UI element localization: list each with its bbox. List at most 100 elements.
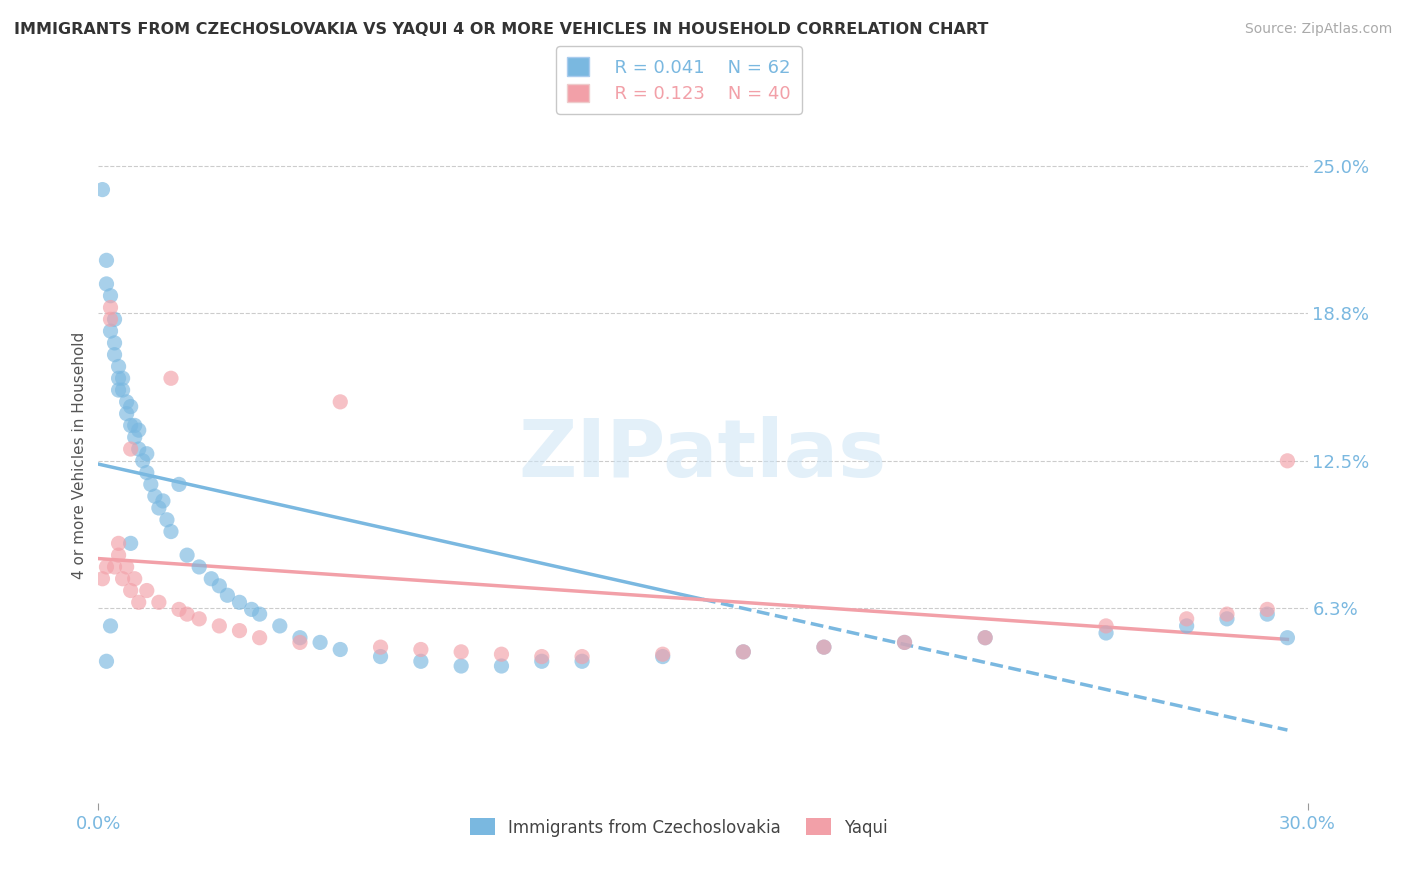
Point <box>176 607 198 621</box>
Point <box>103 560 125 574</box>
Point <box>100 289 122 303</box>
Point <box>107 548 129 562</box>
Point <box>228 624 250 638</box>
Point <box>124 418 146 433</box>
Point <box>135 466 157 480</box>
Point <box>974 631 997 645</box>
Point <box>813 640 835 654</box>
Point <box>120 583 142 598</box>
Point <box>91 183 114 197</box>
Point <box>530 654 553 668</box>
Point <box>176 548 198 562</box>
Point <box>107 359 129 374</box>
Point <box>111 383 134 397</box>
Point <box>107 383 129 397</box>
Point <box>115 560 138 574</box>
Point <box>124 572 146 586</box>
Point <box>124 430 146 444</box>
Text: Source: ZipAtlas.com: Source: ZipAtlas.com <box>1244 22 1392 37</box>
Point <box>152 494 174 508</box>
Point <box>139 477 162 491</box>
Point <box>96 654 118 668</box>
Point <box>530 649 553 664</box>
Point <box>733 645 755 659</box>
Point <box>309 635 332 649</box>
Point <box>288 631 311 645</box>
Point <box>571 654 593 668</box>
Point <box>651 647 673 661</box>
Point <box>974 631 997 645</box>
Point <box>1256 602 1278 616</box>
Point <box>103 312 125 326</box>
Point <box>120 400 142 414</box>
Point <box>103 348 125 362</box>
Point <box>1095 619 1118 633</box>
Point <box>228 595 250 609</box>
Point <box>491 659 513 673</box>
Point <box>100 301 122 315</box>
Point <box>288 635 311 649</box>
Point <box>135 583 157 598</box>
Point <box>100 619 122 633</box>
Point <box>240 602 263 616</box>
Point <box>893 635 915 649</box>
Point <box>200 572 222 586</box>
Point <box>91 572 114 586</box>
Point <box>107 371 129 385</box>
Point <box>132 454 155 468</box>
Point <box>148 500 170 515</box>
Point <box>115 395 138 409</box>
Point <box>450 659 472 673</box>
Point <box>128 442 150 456</box>
Point <box>1256 607 1278 621</box>
Point <box>409 642 432 657</box>
Point <box>96 560 118 574</box>
Point <box>450 645 472 659</box>
Point <box>188 560 211 574</box>
Point <box>208 579 231 593</box>
Point <box>188 612 211 626</box>
Point <box>100 312 122 326</box>
Point <box>651 649 673 664</box>
Point <box>128 595 150 609</box>
Point <box>120 536 142 550</box>
Point <box>128 423 150 437</box>
Point <box>167 477 190 491</box>
Point <box>329 642 352 657</box>
Point <box>269 619 291 633</box>
Point <box>370 640 392 654</box>
Point <box>733 645 755 659</box>
Point <box>1175 612 1198 626</box>
Point <box>208 619 231 633</box>
Point <box>1216 612 1239 626</box>
Point <box>96 277 118 291</box>
Point <box>249 631 271 645</box>
Y-axis label: 4 or more Vehicles in Household: 4 or more Vehicles in Household <box>72 331 87 579</box>
Point <box>409 654 432 668</box>
Point <box>120 442 142 456</box>
Point <box>370 649 392 664</box>
Text: ZIPatlas: ZIPatlas <box>519 416 887 494</box>
Point <box>1175 619 1198 633</box>
Point <box>1216 607 1239 621</box>
Point <box>135 447 157 461</box>
Point <box>329 395 352 409</box>
Point <box>160 524 183 539</box>
Point <box>893 635 915 649</box>
Point <box>143 489 166 503</box>
Point <box>111 572 134 586</box>
Point <box>115 407 138 421</box>
Point <box>1095 626 1118 640</box>
Point <box>249 607 271 621</box>
Point <box>103 335 125 350</box>
Text: IMMIGRANTS FROM CZECHOSLOVAKIA VS YAQUI 4 OR MORE VEHICLES IN HOUSEHOLD CORRELAT: IMMIGRANTS FROM CZECHOSLOVAKIA VS YAQUI … <box>14 22 988 37</box>
Point <box>107 536 129 550</box>
Point <box>156 513 179 527</box>
Legend: Immigrants from Czechoslovakia, Yaqui: Immigrants from Czechoslovakia, Yaqui <box>463 812 894 843</box>
Point <box>160 371 183 385</box>
Point <box>120 418 142 433</box>
Point <box>1277 631 1299 645</box>
Point <box>491 647 513 661</box>
Point <box>813 640 835 654</box>
Point <box>1277 454 1299 468</box>
